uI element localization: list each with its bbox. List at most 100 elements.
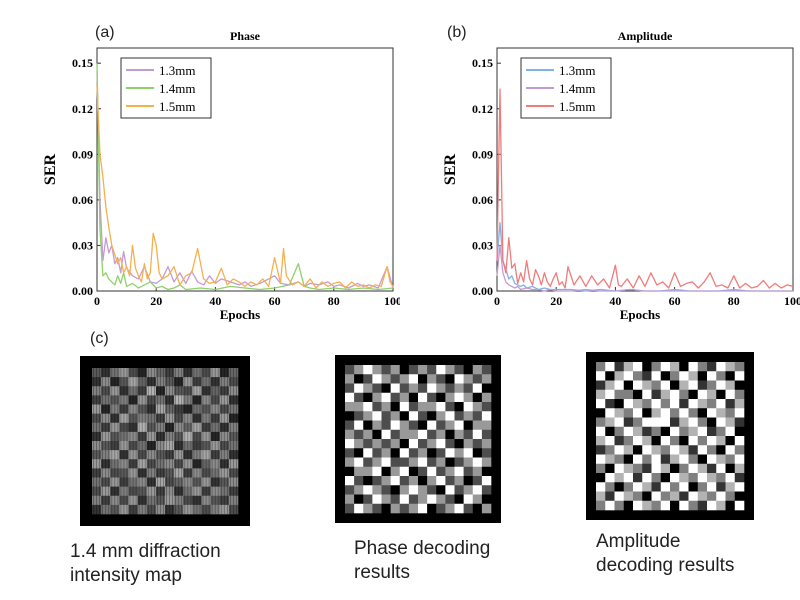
grid-cell [688,380,699,391]
grid-cell [716,454,726,465]
grid-cell [110,468,120,478]
grid-cell [688,389,699,400]
grid-cell [716,380,726,391]
grid-cell [408,476,419,486]
panel-label-a: (a) [95,24,115,41]
grid-cell [219,377,230,387]
grid-cell [110,404,120,414]
grid-cell [734,491,745,502]
grid-cell [725,482,736,492]
grid-cell [716,389,726,400]
grid-cell [192,386,202,396]
grid-cell [481,485,492,495]
grid-cell [201,386,211,396]
grid-cell [192,422,202,433]
grid-cell [596,445,606,455]
grid-cell [101,386,111,396]
grid-cell [119,441,129,451]
grid-cell [670,371,680,381]
grid-cell [390,392,401,403]
grid-cell [110,368,120,378]
grid-cell [633,454,643,465]
grid-cell [155,468,166,478]
grid-cell [605,473,615,483]
grid-cell [399,411,410,421]
grid-cell [472,420,483,431]
grid-cell [642,417,652,428]
grid-cell [137,486,148,497]
grid-cell [633,399,643,409]
grid-cell [92,504,102,515]
grid-cell [670,445,680,455]
grid-cell [605,389,615,400]
grid-cell [372,457,382,468]
grid-cell [165,468,175,478]
grid-cell [146,504,157,515]
grid-cell [146,495,157,506]
grid-cell [707,362,717,372]
grid-cell [119,395,129,405]
grid-cell [614,417,625,428]
grid-cell [399,439,410,449]
grid-cell [436,374,446,384]
grid-cell [183,441,193,451]
grid-cell [660,454,671,465]
grid-cell [427,383,437,394]
grid-cell [734,473,745,483]
grid-cell [633,380,643,391]
grid-cell [390,429,401,440]
grid-cell [165,377,175,387]
grid-cell [210,422,221,433]
grid-cell [725,408,736,418]
grid-cell [418,411,428,421]
grid-cell [210,404,221,414]
grid-cell [454,448,464,458]
grid-cell [408,365,419,375]
grid-cell [192,377,202,387]
grid-cell [454,365,464,375]
grid-cell [472,476,483,486]
grid-cell [228,504,239,515]
grid-cell [146,395,157,405]
grid-cell [183,386,193,396]
grid-cell [201,422,211,433]
y-tick-label: 0.12 [72,102,93,116]
grid-cell [363,365,373,375]
grid-cell [605,380,615,391]
grid-cell [92,495,102,506]
grid-cell [697,417,708,428]
grid-cell [623,362,634,372]
grid-cell [137,504,148,515]
grid-cell [716,473,726,483]
grid-cell [427,485,437,495]
grid-cell [390,374,401,384]
grid-cell [165,386,175,396]
grid-cell [651,408,662,418]
grid-cell [472,494,483,505]
grid-cell [408,448,419,458]
grid-cell [633,445,643,455]
grid-cell [436,429,446,440]
grid-cell [472,439,483,449]
grid-cell [633,417,643,428]
grid-cell [155,504,166,515]
grid-cell [445,439,455,449]
grid-cell [418,448,428,458]
grid-cell [623,454,634,465]
grid-cell [92,404,102,414]
grid-cell [481,365,492,375]
grid-cell [596,417,606,428]
grid-cell [372,365,382,375]
grid-cell [651,380,662,391]
grid-cell [454,466,464,477]
grid-cell [192,450,202,460]
grid-cell [445,411,455,421]
grid-cell [399,448,410,458]
grid-cell [192,395,202,405]
grid-cell [228,422,239,433]
grid-cell [707,389,717,400]
grid-cell [445,365,455,375]
grid-cell [101,450,111,460]
grid-cell [679,408,689,418]
grid-cell [623,473,634,483]
